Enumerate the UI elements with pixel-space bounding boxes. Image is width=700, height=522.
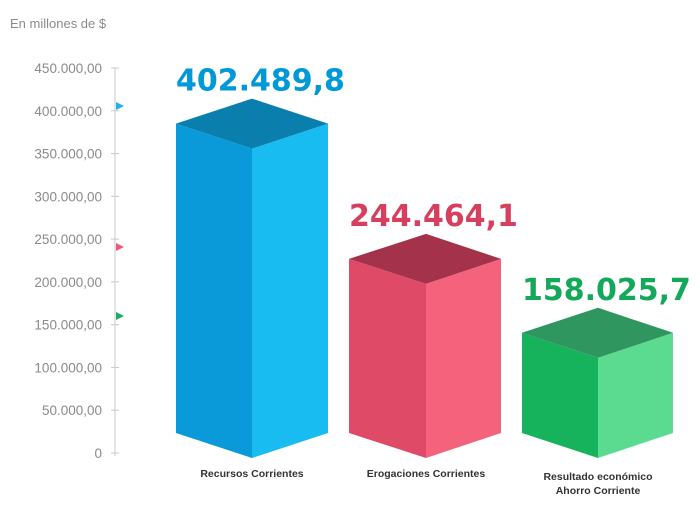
series-marker (116, 243, 124, 251)
y-tick-label: 250.000,00 (34, 232, 102, 247)
y-tick-label: 50.000,00 (42, 403, 102, 418)
y-tick-label: 450.000,00 (34, 61, 102, 76)
bars (176, 98, 673, 458)
category-label: Erogaciones Corrientes (367, 468, 486, 480)
bar-front-face (522, 332, 598, 458)
bar-value-label: 244.464,1 (349, 199, 518, 234)
bar-side-face (426, 258, 501, 458)
category-label: Recursos Corrientes (200, 468, 303, 480)
bar-side-face (252, 123, 328, 458)
y-tick-label: 400.000,00 (34, 104, 102, 119)
bar-front-face (349, 258, 426, 458)
labels: 402.489,8 Recursos Corrientes 244.464,1 Ero… (176, 64, 691, 497)
bar-top-face (522, 307, 673, 358)
series-marker (116, 312, 124, 320)
y-tick-label: 200.000,00 (34, 275, 102, 290)
bar (522, 307, 673, 458)
unit-label: En millones de $ (10, 16, 107, 31)
category-label: Ahorro Corriente (556, 485, 641, 497)
bar-top-face (176, 98, 328, 149)
bar-front-face (176, 123, 252, 458)
category-label: Resultado económico (543, 471, 652, 483)
y-tick-label: 0 (94, 446, 102, 461)
y-tick-label: 150.000,00 (34, 318, 102, 333)
bar-value-label: 402.489,8 (176, 64, 345, 99)
y-tick-label: 350.000,00 (34, 147, 102, 162)
bar-value-label: 158.025,7 (522, 273, 691, 308)
bar-top-face (349, 233, 501, 284)
y-tick-label: 100.000,00 (34, 360, 102, 375)
y-axis-markers (116, 102, 124, 320)
bar-side-face (598, 332, 673, 458)
bar (349, 233, 501, 458)
series-marker (116, 102, 124, 110)
y-tick-label: 300.000,00 (34, 189, 102, 204)
y-axis-ticks: 0 50.000,00 100.000,00 150.000,00 200.000,00… (34, 61, 119, 461)
bar (176, 98, 328, 458)
